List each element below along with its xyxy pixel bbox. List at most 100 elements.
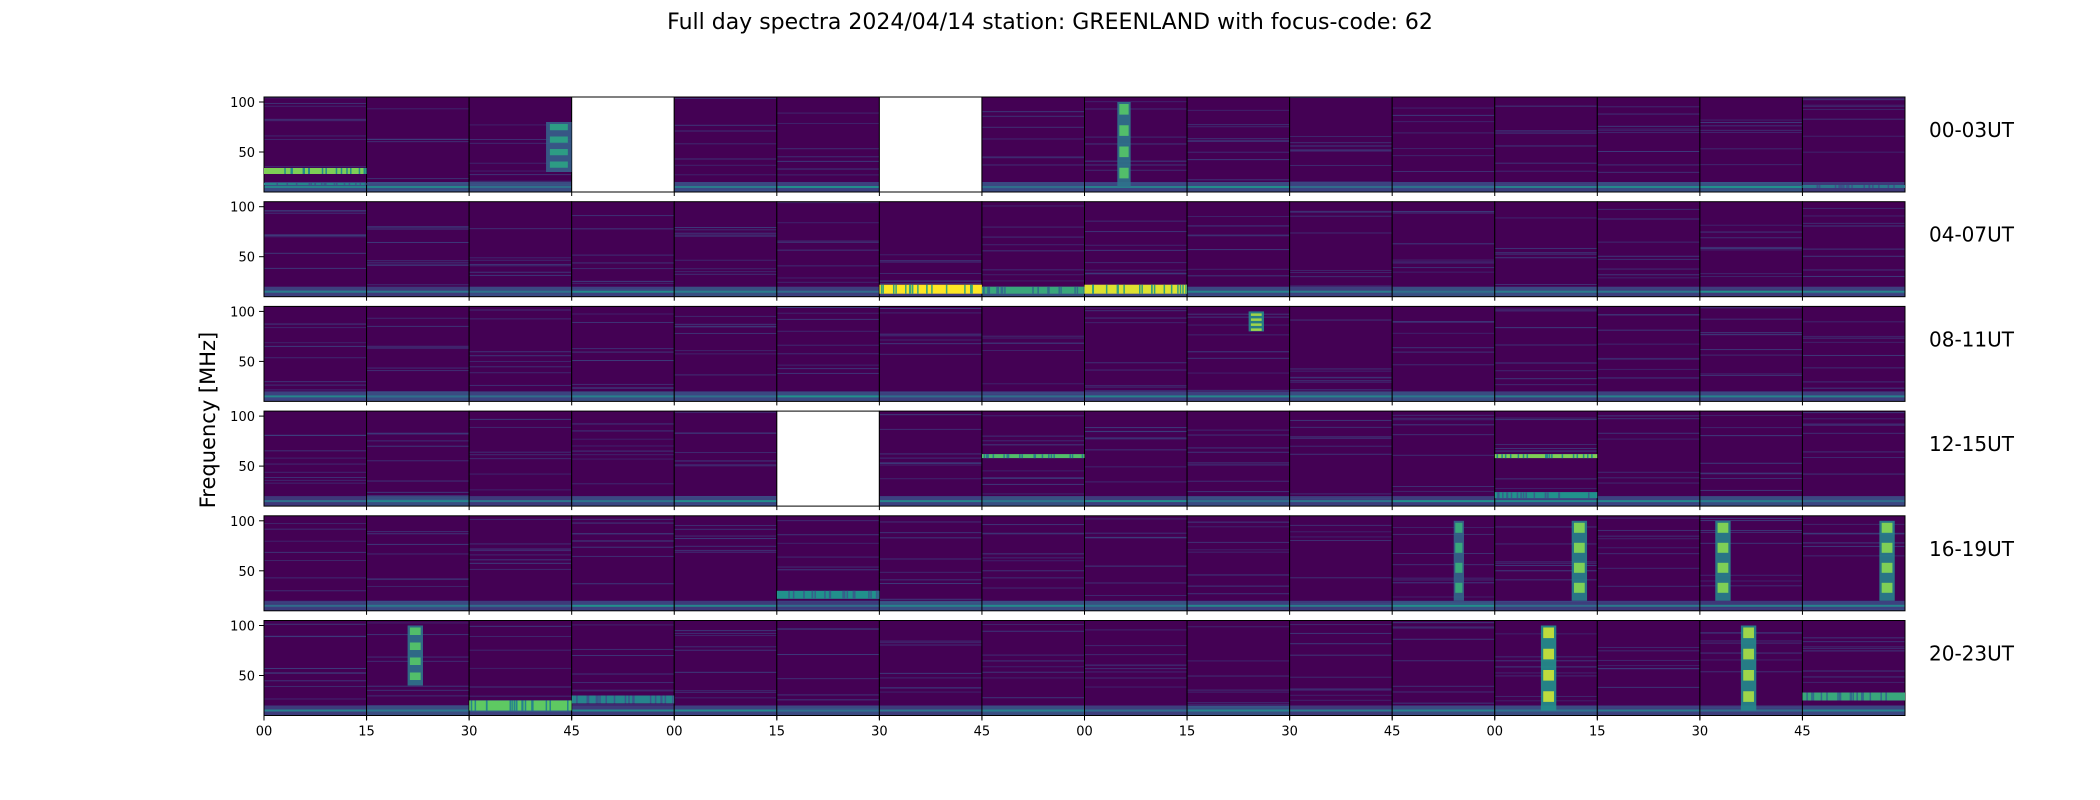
noise-line	[879, 598, 982, 600]
noise-line	[879, 343, 982, 345]
band-stripe	[1868, 185, 1870, 188]
low-line	[264, 395, 367, 398]
noise-line	[571, 689, 675, 691]
noise-line	[1084, 466, 1188, 468]
band-stripe	[1548, 454, 1551, 459]
noise-line	[981, 677, 1085, 679]
low-line	[674, 395, 777, 398]
noise-line	[1392, 321, 1495, 323]
noise-line	[981, 250, 1085, 252]
noise-line	[366, 480, 470, 482]
band-stripe	[1887, 185, 1890, 188]
noise-line	[469, 142, 572, 144]
noise-line	[879, 414, 982, 416]
noise-line	[469, 543, 572, 545]
noise-line	[1289, 493, 1393, 495]
noise-line	[776, 353, 880, 355]
noise-line	[571, 540, 675, 542]
noise-line	[879, 353, 982, 355]
noise-line	[776, 678, 880, 680]
low-line	[1084, 604, 1188, 607]
noise-line	[1289, 211, 1393, 213]
noise-line	[1289, 370, 1393, 372]
x-tick-label: 00	[1076, 725, 1093, 740]
noise-line	[264, 323, 367, 325]
panel-background	[1494, 411, 1598, 507]
spectral-feature	[1248, 311, 1264, 332]
noise-line	[366, 440, 470, 442]
noise-line	[674, 460, 777, 462]
noise-line	[1597, 535, 1700, 537]
spectrum-panel	[776, 306, 880, 402]
band-stripe	[597, 695, 599, 704]
band-stripe	[868, 590, 870, 599]
low-line	[1187, 290, 1290, 293]
noise-line	[1289, 699, 1393, 701]
band-stripe	[1510, 492, 1513, 499]
band-stripe	[308, 168, 310, 174]
band-stripe	[870, 590, 872, 599]
noise-line	[879, 558, 982, 560]
y-tick-label: 100	[230, 305, 255, 320]
spectrum-panel	[469, 411, 572, 507]
band-stripe	[1498, 492, 1500, 499]
noise-line	[264, 389, 367, 391]
noise-line	[1289, 149, 1393, 151]
low-line	[879, 604, 982, 607]
noise-line	[264, 166, 367, 168]
noise-line	[1289, 381, 1393, 383]
noise-line	[1084, 532, 1188, 534]
noise-line	[1392, 702, 1495, 704]
band-stripe	[1074, 286, 1076, 294]
band-stripe	[587, 695, 590, 704]
band-stripe	[1572, 454, 1575, 459]
band-stripe	[1053, 454, 1055, 459]
noise-line	[879, 312, 982, 314]
noise-line	[1187, 429, 1290, 431]
noise-line	[1597, 432, 1700, 434]
noise-line	[1084, 262, 1188, 264]
noise-line	[366, 226, 470, 228]
low-line	[1699, 186, 1803, 188]
noise-line	[1494, 450, 1598, 452]
noise-line	[1392, 622, 1495, 624]
band-stripe	[1081, 454, 1084, 459]
noise-line	[776, 122, 880, 124]
burst-emission	[1715, 520, 1731, 601]
band-stripe	[1837, 692, 1839, 701]
band-stripe	[321, 168, 324, 174]
noise-line	[366, 138, 470, 140]
noise-line	[571, 673, 675, 675]
low-line	[981, 604, 1085, 607]
burst-emission	[1571, 520, 1588, 601]
noise-line	[1187, 268, 1290, 270]
y-tick-label: 50	[238, 146, 255, 161]
noise-line	[571, 282, 675, 284]
noise-line	[981, 205, 1085, 207]
noise-line	[366, 227, 470, 229]
noise-line	[1289, 536, 1393, 538]
band-stripe	[1182, 284, 1184, 294]
band-stripe	[905, 284, 907, 294]
noise-line	[1597, 659, 1700, 661]
panel-background	[1392, 620, 1495, 716]
noise-line	[1084, 169, 1188, 171]
noise-line	[674, 551, 777, 553]
noise-line	[776, 240, 880, 242]
noise-line	[1289, 232, 1393, 234]
noise-line	[1494, 370, 1598, 372]
noise-line	[1392, 114, 1495, 116]
band-stripe	[1885, 692, 1887, 701]
noise-line	[571, 254, 675, 256]
noise-line	[1289, 269, 1393, 271]
noise-line	[1289, 135, 1393, 137]
low-line	[1084, 395, 1188, 398]
noise-line	[981, 553, 1085, 555]
panel-background	[1494, 201, 1598, 297]
noise-line	[1802, 135, 1905, 137]
noise-line	[879, 571, 982, 573]
noise-line	[469, 548, 572, 550]
noise-line	[1084, 629, 1188, 631]
low-line	[879, 395, 982, 398]
noise-line	[776, 372, 880, 374]
